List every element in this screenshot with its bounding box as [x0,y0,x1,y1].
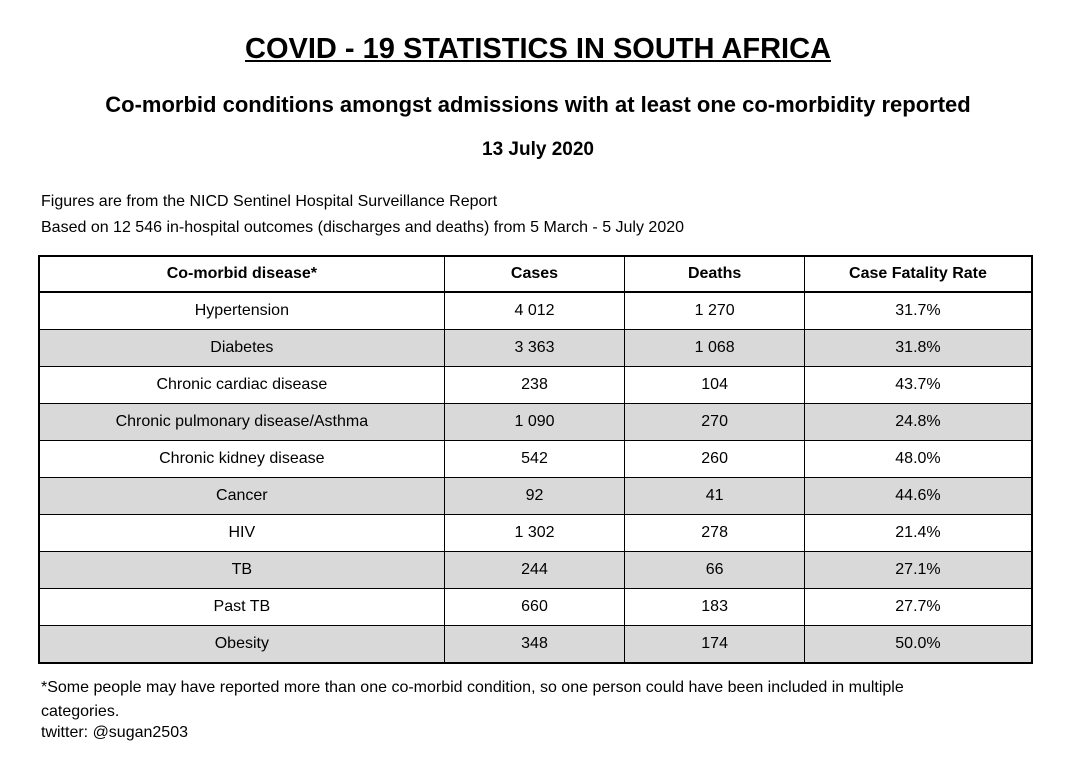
note: Based on 12 546 in-hospital outcomes (di… [41,219,685,236]
table-cell: 31.8% [803,329,1033,367]
table-cell: 183 [624,588,805,626]
table-cell: 4 012 [443,291,626,330]
table-cell: 278 [624,514,805,552]
table-cell: 44.6% [803,477,1033,515]
table-cell: 348 [443,625,626,664]
table-cell: 238 [443,366,626,404]
date: 13 July 2020 [482,139,594,160]
table-row: HIV 1 302 278 21.4% [38,514,1033,552]
title: COVID - 19 STATISTICS IN SOUTH AFRICA [245,33,831,65]
table-cell: Past TB [38,588,445,626]
table-cell: 244 [443,551,626,589]
table-cell: Hypertension [38,291,445,330]
table-cell: Diabetes [38,329,445,367]
column-header: Cases [443,255,626,293]
table-cell: 174 [624,625,805,664]
table-cell: 48.0% [803,440,1033,478]
table-cell: 27.7% [803,588,1033,626]
table-cell: 104 [624,366,805,404]
note: Figures are from the NICD Sentinel Hospi… [41,193,498,210]
column-header: Case Fatality Rate [803,255,1033,293]
table-cell: Chronic pulmonary disease/Asthma [38,403,445,441]
column-header: Deaths [624,255,805,293]
table-body: Hypertension 4 012 1 270 31.7% Diabetes 3 363… [38,291,1033,664]
table-cell: 1 270 [624,291,805,330]
table-cell: 41 [624,477,805,515]
data-table: Co-morbid disease* Cases Deaths Case Fatali… [38,255,1033,664]
table-cell: Obesity [38,625,445,664]
table-cell: TB [38,551,445,589]
table-cell: 1 302 [443,514,626,552]
table-cell: 92 [443,477,626,515]
table-row: Obesity 348 174 50.0% [38,625,1033,664]
table-cell: 27.1% [803,551,1033,589]
footnote: *Some people may have reported more than… [41,679,904,720]
subtitle: Co-morbid conditions amongst admissions … [105,92,971,117]
table-cell: Chronic kidney disease [38,440,445,478]
table-cell: Chronic cardiac disease [38,366,445,404]
table-cell: Cancer [38,477,445,515]
table-cell: 3 363 [443,329,626,367]
table-row: Diabetes 3 363 1 068 31.8% [38,329,1033,367]
table-row: Past TB 660 183 27.7% [38,588,1033,626]
table-row: TB 244 66 27.1% [38,551,1033,589]
table-cell: 260 [624,440,805,478]
credit: twitter: @sugan2503 [41,724,188,741]
table-cell: HIV [38,514,445,552]
table-row: Chronic kidney disease 542 260 48.0% [38,440,1033,478]
table-row: Chronic cardiac disease 238 104 43.7% [38,366,1033,404]
table-cell: 24.8% [803,403,1033,441]
table-cell: 660 [443,588,626,626]
table-row: Cancer 92 41 44.6% [38,477,1033,515]
table-cell: 66 [624,551,805,589]
table-cell: 31.7% [803,291,1033,330]
table-cell: 542 [443,440,626,478]
column-header: Co-morbid disease* [38,255,445,293]
table-cell: 50.0% [803,625,1033,664]
table-cell: 1 068 [624,329,805,367]
header-row: Co-morbid disease* Cases Deaths Case Fatali… [38,255,1033,293]
table-cell: 1 090 [443,403,626,441]
table-row: Hypertension 4 012 1 270 31.7% [38,291,1033,330]
table-cell: 270 [624,403,805,441]
table-cell: 21.4% [803,514,1033,552]
table-cell: 43.7% [803,366,1033,404]
table-row: Chronic pulmonary disease/Asthma 1 090 270… [38,403,1033,441]
